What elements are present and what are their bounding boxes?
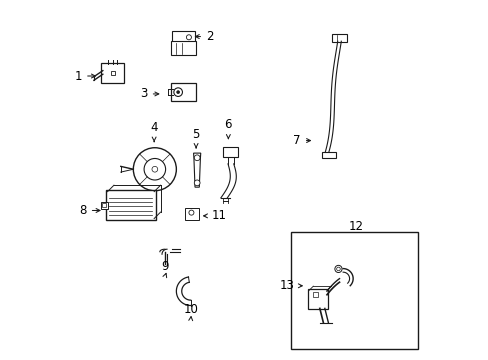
FancyBboxPatch shape: [171, 41, 196, 55]
FancyBboxPatch shape: [171, 83, 196, 102]
Text: 4: 4: [150, 121, 158, 134]
Circle shape: [194, 180, 200, 186]
Bar: [313, 292, 317, 297]
Circle shape: [152, 166, 158, 172]
Text: 2: 2: [206, 30, 213, 43]
Circle shape: [174, 88, 182, 96]
Circle shape: [186, 35, 191, 40]
Circle shape: [133, 148, 176, 191]
Text: 7: 7: [293, 134, 300, 147]
Circle shape: [176, 91, 179, 94]
Text: 1: 1: [74, 69, 82, 82]
Circle shape: [188, 210, 194, 215]
FancyBboxPatch shape: [172, 31, 195, 44]
Circle shape: [194, 155, 200, 161]
Text: 13: 13: [279, 279, 294, 292]
Text: 5: 5: [192, 127, 200, 140]
Text: 3: 3: [140, 87, 147, 100]
Text: 11: 11: [211, 210, 226, 222]
Text: 8: 8: [79, 204, 86, 217]
Bar: [290, 232, 418, 348]
FancyBboxPatch shape: [101, 63, 124, 83]
FancyBboxPatch shape: [307, 289, 327, 310]
Bar: [110, 71, 115, 75]
FancyBboxPatch shape: [223, 147, 238, 157]
FancyBboxPatch shape: [321, 152, 335, 158]
Polygon shape: [193, 153, 201, 187]
Bar: [102, 203, 106, 207]
Circle shape: [336, 267, 340, 271]
Text: 12: 12: [348, 220, 363, 233]
Circle shape: [334, 265, 341, 273]
FancyBboxPatch shape: [185, 208, 199, 220]
Text: 10: 10: [183, 303, 198, 316]
Text: 6: 6: [224, 118, 232, 131]
Circle shape: [144, 158, 165, 180]
FancyBboxPatch shape: [332, 34, 346, 42]
FancyBboxPatch shape: [106, 190, 155, 220]
Bar: [101, 202, 108, 209]
Text: 9: 9: [161, 260, 168, 273]
